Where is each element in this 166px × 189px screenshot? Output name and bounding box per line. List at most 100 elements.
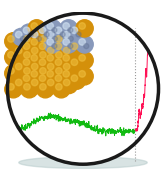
Circle shape [47,79,54,86]
Circle shape [31,47,38,54]
Circle shape [79,39,85,45]
Circle shape [36,56,53,73]
Circle shape [71,75,78,81]
Circle shape [47,23,53,29]
Circle shape [20,40,38,57]
Circle shape [47,31,54,38]
Circle shape [52,56,70,73]
Circle shape [63,23,69,29]
Circle shape [20,36,25,41]
Circle shape [52,72,70,89]
Circle shape [47,55,53,61]
Circle shape [31,39,38,45]
Circle shape [52,28,57,33]
Circle shape [37,65,54,82]
Circle shape [60,68,77,85]
Circle shape [47,63,54,70]
Circle shape [15,31,22,38]
Ellipse shape [19,157,147,168]
Circle shape [29,76,46,94]
Circle shape [31,23,38,29]
Circle shape [36,24,53,41]
Circle shape [52,36,57,41]
Circle shape [31,63,38,70]
Circle shape [63,71,69,77]
Circle shape [39,59,46,66]
Circle shape [53,65,70,82]
Circle shape [47,47,54,54]
Circle shape [28,52,45,69]
Circle shape [60,76,78,94]
Circle shape [37,33,54,50]
Circle shape [8,84,14,90]
Circle shape [28,68,45,85]
Circle shape [44,68,61,85]
Circle shape [21,65,38,82]
Circle shape [8,52,14,58]
Circle shape [60,36,77,53]
Circle shape [56,52,62,58]
Circle shape [52,24,70,41]
Circle shape [31,79,38,86]
Circle shape [21,49,38,66]
Circle shape [84,43,89,49]
Circle shape [76,52,93,69]
Circle shape [52,40,70,57]
Circle shape [68,43,73,49]
Circle shape [76,32,81,37]
Circle shape [21,81,38,98]
Circle shape [12,76,30,94]
Circle shape [55,59,62,66]
Circle shape [29,60,46,78]
Circle shape [15,79,22,86]
Circle shape [40,52,46,58]
Circle shape [20,56,38,73]
Circle shape [23,59,30,66]
Circle shape [24,68,30,74]
Circle shape [63,79,70,86]
Circle shape [56,84,62,90]
Circle shape [55,75,62,81]
Circle shape [23,43,30,50]
Circle shape [39,43,46,50]
Circle shape [28,32,33,37]
Circle shape [68,72,85,89]
Circle shape [55,27,62,34]
Circle shape [44,36,61,53]
Circle shape [36,40,53,57]
Circle shape [29,44,46,62]
Circle shape [63,47,70,54]
Circle shape [68,28,73,33]
Circle shape [68,40,85,57]
Circle shape [60,32,65,37]
Circle shape [79,55,85,61]
Circle shape [44,32,49,37]
Circle shape [31,31,38,38]
Circle shape [71,27,78,34]
Circle shape [5,33,22,50]
Circle shape [68,24,85,41]
Circle shape [39,75,46,81]
Circle shape [37,49,54,66]
Circle shape [79,71,85,77]
Circle shape [5,49,22,66]
Circle shape [40,36,46,42]
Circle shape [12,60,30,78]
Circle shape [60,60,78,78]
Circle shape [71,59,78,66]
Circle shape [52,43,57,49]
Circle shape [28,36,45,53]
Circle shape [24,84,30,90]
Circle shape [36,72,53,89]
Circle shape [47,71,53,77]
Circle shape [12,44,30,62]
Circle shape [39,27,46,34]
Circle shape [15,47,22,54]
Circle shape [37,81,54,98]
Circle shape [7,13,159,164]
Circle shape [76,68,93,85]
Circle shape [55,43,62,50]
Circle shape [23,75,30,81]
Circle shape [28,20,45,37]
Circle shape [44,20,61,37]
